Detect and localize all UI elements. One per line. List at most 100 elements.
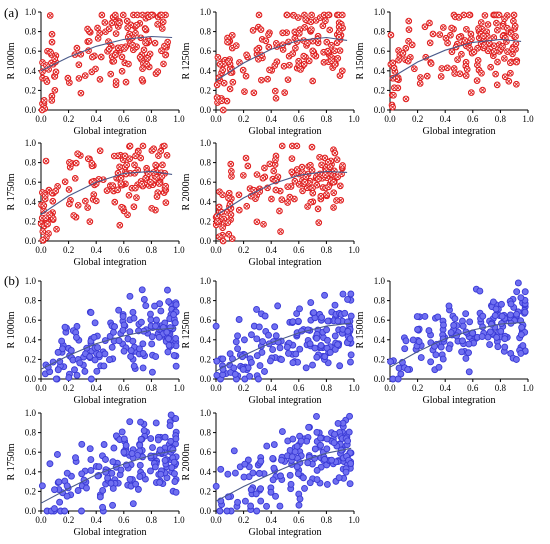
data-point — [394, 375, 402, 383]
data-point-cross — [326, 184, 331, 189]
data-point — [334, 419, 342, 427]
fit-curve — [389, 321, 526, 368]
data-point — [344, 437, 352, 445]
y-tick-label: 0.6 — [25, 315, 37, 325]
data-point — [53, 451, 61, 458]
data-point — [91, 356, 99, 364]
x-axis-label: Global integration — [422, 126, 495, 137]
data-point-cross — [130, 43, 135, 47]
x-tick-label: 1.0 — [348, 114, 360, 124]
data-point-cross — [98, 77, 102, 82]
data-point-cross — [334, 198, 339, 203]
data-point — [234, 498, 242, 506]
data-point — [450, 321, 458, 329]
y-tick-label: 0.4 — [374, 335, 386, 345]
y-tick-label: 0.8 — [374, 296, 386, 306]
data-point-cross — [322, 13, 327, 17]
data-point-cross — [273, 157, 278, 162]
data-point-cross — [510, 47, 515, 51]
data-point-cross — [244, 52, 249, 57]
data-point-cross — [162, 144, 167, 148]
data-point-cross — [121, 13, 126, 17]
data-point-cross — [391, 93, 396, 98]
data-point — [152, 419, 160, 427]
data-point — [321, 455, 329, 463]
data-point-cross — [95, 26, 100, 30]
data-point-cross — [225, 40, 230, 44]
data-point — [101, 350, 109, 358]
y-tick-label: 0.2 — [200, 85, 211, 95]
data-point — [521, 308, 529, 316]
data-point-cross — [497, 13, 502, 17]
y-tick-label: 0.4 — [25, 335, 37, 345]
data-point-cross — [302, 62, 307, 67]
group-label-a: (a) — [4, 5, 18, 20]
data-point-cross — [308, 163, 313, 168]
data-point-cross — [287, 195, 292, 200]
data-point — [292, 350, 300, 358]
data-point-cross — [67, 160, 72, 165]
data-point-cross — [452, 66, 457, 71]
data-point — [421, 312, 429, 320]
data-point — [498, 300, 505, 308]
data-point — [255, 323, 263, 331]
data-point-cross — [297, 31, 302, 36]
data-point — [336, 362, 344, 370]
data-point-cross — [230, 33, 235, 38]
data-point — [247, 359, 255, 366]
data-point — [256, 362, 264, 369]
data-point — [246, 372, 254, 380]
data-point-cross — [48, 50, 53, 55]
data-point-cross — [50, 40, 54, 45]
data-point — [293, 463, 301, 471]
data-point-cross — [472, 50, 476, 54]
data-point — [489, 298, 497, 306]
data-point-cross — [154, 175, 159, 180]
data-point — [409, 336, 417, 344]
data-point-cross — [404, 97, 408, 101]
data-point-cross — [328, 164, 333, 169]
data-point-cross — [282, 64, 286, 69]
data-point — [253, 335, 261, 343]
fit-curve — [215, 170, 348, 216]
y-tick-label: 1.0 — [200, 276, 212, 286]
y-tick-label: 0.2 — [374, 354, 385, 364]
data-point — [447, 329, 455, 337]
data-point — [234, 332, 241, 340]
data-point — [147, 467, 154, 475]
y-tick-label: 0.8 — [25, 27, 37, 37]
data-point-cross — [310, 185, 315, 190]
data-point-cross — [78, 91, 83, 96]
data-point — [230, 447, 238, 455]
data-point — [342, 468, 350, 476]
data-point-cross — [461, 13, 466, 17]
data-point — [108, 343, 116, 351]
scatter-panel: 0.0 0.2 0.4 0.6 0.8 1.0 0.0 0.2 0.4 0.6 0.8 1.0 Glob… — [181, 138, 360, 268]
data-point-cross — [337, 35, 341, 39]
data-point-cross — [267, 67, 272, 72]
data-point-cross — [273, 188, 278, 192]
data-point — [151, 302, 159, 310]
data-point-cross — [65, 76, 70, 80]
data-point-cross — [493, 72, 498, 76]
data-point-cross — [52, 56, 57, 61]
data-point-cross — [67, 80, 72, 85]
data-point — [129, 308, 137, 316]
data-point — [120, 435, 128, 443]
data-point — [129, 500, 137, 508]
data-point — [387, 358, 394, 366]
data-point-cross — [392, 85, 397, 90]
data-point — [346, 480, 354, 488]
data-point-cross — [139, 182, 144, 187]
data-point — [307, 299, 315, 306]
data-point — [136, 441, 144, 449]
data-point-cross — [444, 36, 448, 41]
data-point-cross — [222, 81, 227, 86]
data-point-cross — [314, 183, 319, 188]
data-point — [213, 357, 221, 365]
data-point-cross — [245, 164, 250, 168]
panels-container: 0.0 0.2 0.4 0.6 0.8 1.0 0.0 0.2 0.4 0.6 0.8 1.0 Glob… — [6, 7, 534, 538]
data-point-cross — [228, 87, 233, 91]
data-point-cross — [111, 59, 116, 64]
data-point — [74, 487, 82, 494]
